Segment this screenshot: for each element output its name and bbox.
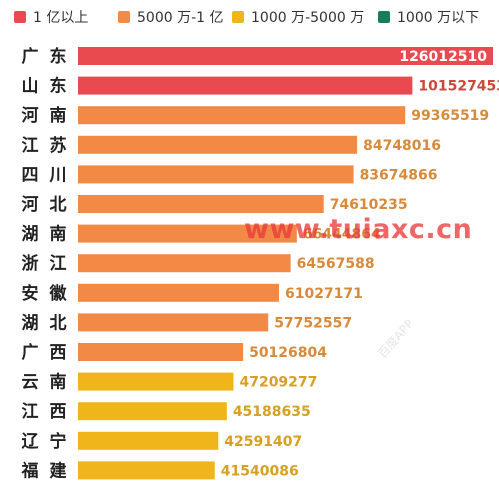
value-label: 61027171 <box>285 286 363 302</box>
bar <box>78 283 279 302</box>
value-label: 66444864 <box>303 227 381 243</box>
legend-swatch-10m-50m <box>232 11 244 23</box>
watermark-url: www.tuiaxc.cn <box>244 214 473 245</box>
legend-label-under-10m: 1000 万以下 <box>397 10 480 26</box>
category-label: 宁 <box>50 431 67 452</box>
category-label: 广 <box>22 46 39 67</box>
legend-swatch-over-100m <box>14 11 26 23</box>
chart-legend: 1 亿以上 5000 万-1 亿 1000 万-5000 万 1000 万以下 <box>0 0 499 34</box>
category-label: 东 <box>50 76 67 97</box>
category-label: 西 <box>50 343 67 363</box>
legend-label-over-100m: 1 亿以上 <box>33 10 89 26</box>
category-label: 西 <box>50 402 67 422</box>
bar <box>78 254 291 273</box>
bar <box>78 343 244 361</box>
bar <box>78 402 227 421</box>
value-label: 101527453 <box>418 79 499 95</box>
category-label: 北 <box>50 195 67 215</box>
bar <box>78 195 324 213</box>
value-label: 42591407 <box>224 434 302 450</box>
value-label: 47209277 <box>239 375 317 391</box>
value-label: 50126804 <box>249 345 327 361</box>
category-label: 山 <box>22 77 39 97</box>
category-label: 南 <box>50 105 67 126</box>
bar <box>78 47 493 65</box>
legend-item-over-100m: 1 亿以上 <box>14 8 88 26</box>
category-label: 河 <box>22 195 39 215</box>
bar <box>78 76 413 95</box>
category-label: 建 <box>50 460 67 481</box>
category-label: 辽 <box>22 432 40 452</box>
legend-label-10m-50m: 1000 万-5000 万 <box>251 10 365 26</box>
value-label: 64567588 <box>297 256 375 272</box>
category-label: 川 <box>49 165 67 185</box>
value-label: 99365519 <box>411 108 489 124</box>
category-label: 江 <box>22 136 39 156</box>
bar <box>78 431 219 450</box>
category-label: 江 <box>50 254 67 274</box>
category-label: 湖 <box>22 225 39 245</box>
bar <box>78 135 358 154</box>
legend-item-under-10m: 1000 万以下 <box>378 8 479 26</box>
legend-label-50m-100m: 5000 万-1 亿 <box>137 10 224 26</box>
value-label: 84748016 <box>363 138 441 154</box>
legend-item-50m-100m: 5000 万-1 亿 <box>118 8 224 26</box>
bar <box>78 372 234 391</box>
bar <box>78 224 297 243</box>
category-label: 北 <box>50 313 67 333</box>
value-label: 45188635 <box>233 404 311 420</box>
category-label: 安 <box>22 283 39 304</box>
category-label: 云 <box>22 373 39 393</box>
bar <box>78 106 406 125</box>
category-label: 湖 <box>22 313 39 333</box>
category-label: 广 <box>22 342 39 363</box>
category-label: 福 <box>21 460 39 481</box>
category-label: 东 <box>50 46 67 67</box>
category-label: 四 <box>22 165 39 185</box>
value-label: 126012510 <box>399 49 487 65</box>
value-label: 41540086 <box>221 463 299 479</box>
bar <box>78 461 215 480</box>
bar <box>78 165 354 184</box>
bar <box>78 313 269 332</box>
legend-swatch-under-10m <box>378 11 390 23</box>
category-label: 河 <box>22 106 39 126</box>
value-label: 83674866 <box>360 167 438 183</box>
category-label: 江 <box>22 402 39 422</box>
category-label: 苏 <box>50 135 67 156</box>
category-label: 浙 <box>22 253 39 274</box>
legend-swatch-50m-100m <box>118 11 130 23</box>
value-label: 74610235 <box>330 197 408 213</box>
legend-item-10m-50m: 1000 万-5000 万 <box>232 8 364 26</box>
value-label: 57752557 <box>274 315 352 331</box>
category-label: 南 <box>50 372 67 393</box>
category-label: 徽 <box>49 283 68 304</box>
category-label: 南 <box>50 224 67 245</box>
